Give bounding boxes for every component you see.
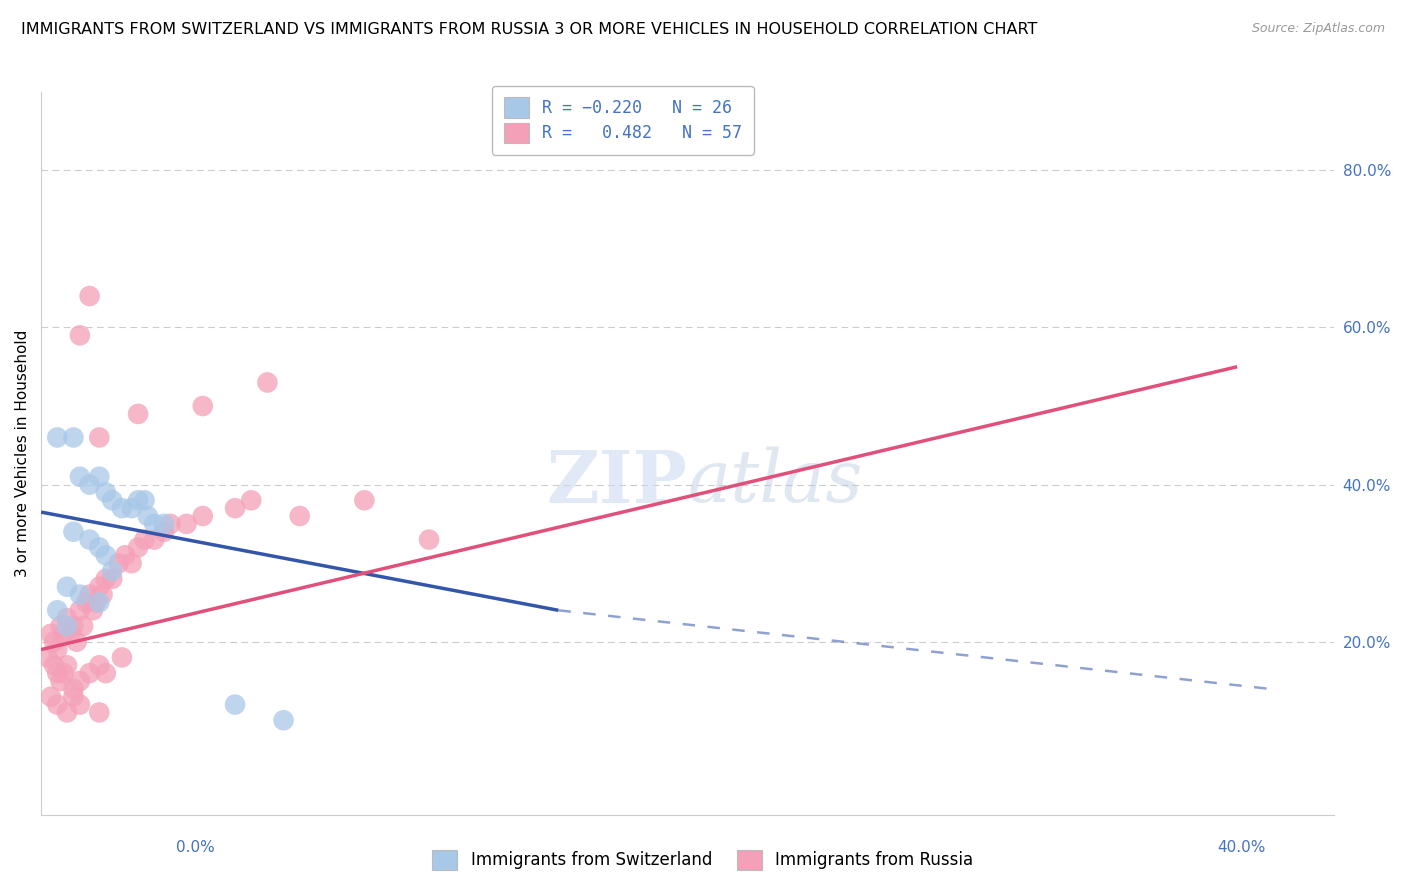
Point (127, 407, 149, 421)
Point (91, 588, 114, 602)
Point (127, 541, 149, 555)
Point (79, 588, 101, 602)
Point (107, 556, 129, 570)
Point (79, 477, 101, 491)
Point (101, 572, 124, 586)
Point (52, 666, 75, 681)
Point (82, 603, 104, 617)
Point (42, 634, 65, 648)
Point (134, 533, 156, 547)
Point (143, 516, 166, 531)
Point (56, 706, 79, 720)
Point (46, 430, 69, 444)
Point (75, 595, 97, 609)
Point (143, 533, 166, 547)
Point (114, 549, 136, 563)
Point (111, 650, 134, 665)
Text: Source: ZipAtlas.com: Source: ZipAtlas.com (1251, 22, 1385, 36)
Point (418, 533, 440, 547)
Point (94, 666, 117, 681)
Point (69, 673, 91, 688)
Point (62, 619, 84, 633)
Text: 40.0%: 40.0% (1218, 840, 1265, 855)
Point (69, 328, 91, 343)
Point (56, 619, 79, 633)
Point (89, 469, 111, 483)
Point (191, 399, 214, 413)
Legend: Immigrants from Switzerland, Immigrants from Russia: Immigrants from Switzerland, Immigrants … (426, 843, 980, 877)
Point (79, 533, 101, 547)
Point (191, 508, 214, 523)
Point (62, 430, 84, 444)
Point (84, 595, 107, 609)
Point (121, 556, 143, 570)
Point (111, 501, 134, 516)
Point (159, 516, 181, 531)
Point (256, 376, 278, 390)
Point (46, 642, 69, 657)
Point (101, 564, 124, 578)
Point (134, 493, 156, 508)
Point (176, 516, 198, 531)
Point (46, 603, 69, 617)
Point (224, 698, 246, 712)
Point (94, 549, 117, 563)
Point (89, 541, 111, 555)
Point (46, 698, 69, 712)
Point (46, 666, 69, 681)
Point (121, 501, 143, 516)
Point (59, 627, 82, 641)
Point (49, 619, 72, 633)
Legend: R = −0.220   N = 26, R =   0.482   N = 57: R = −0.220 N = 26, R = 0.482 N = 57 (492, 86, 754, 154)
Point (69, 469, 91, 483)
Point (224, 501, 246, 516)
Text: ZIP: ZIP (547, 447, 688, 517)
Point (37, 650, 59, 665)
Text: atlas: atlas (688, 447, 863, 517)
Point (153, 524, 176, 539)
Point (136, 508, 159, 523)
Text: 0.0%: 0.0% (176, 840, 215, 855)
Point (79, 666, 101, 681)
Text: IMMIGRANTS FROM SWITZERLAND VS IMMIGRANTS FROM RUSSIA 3 OR MORE VEHICLES IN HOUS: IMMIGRANTS FROM SWITZERLAND VS IMMIGRANT… (21, 22, 1038, 37)
Point (62, 690, 84, 704)
Point (273, 713, 295, 727)
Point (66, 634, 89, 648)
Point (56, 611, 79, 625)
Point (49, 673, 72, 688)
Point (62, 681, 84, 696)
Point (69, 698, 91, 712)
Point (56, 658, 79, 673)
Point (69, 588, 91, 602)
Point (240, 493, 263, 508)
Point (127, 493, 149, 508)
Point (39, 627, 62, 641)
Point (89, 595, 111, 609)
Point (153, 516, 176, 531)
Point (39, 690, 62, 704)
Point (94, 572, 117, 586)
Point (72, 619, 94, 633)
Point (89, 658, 111, 673)
Point (69, 603, 91, 617)
Point (42, 658, 65, 673)
Y-axis label: 3 or more Vehicles in Household: 3 or more Vehicles in Household (15, 329, 30, 577)
Point (101, 493, 124, 508)
Point (94, 485, 117, 500)
Point (79, 289, 101, 303)
Point (89, 430, 111, 444)
Point (353, 493, 375, 508)
Point (62, 524, 84, 539)
Point (89, 706, 111, 720)
Point (89, 580, 111, 594)
Point (56, 580, 79, 594)
Point (52, 627, 75, 641)
Point (288, 508, 311, 523)
